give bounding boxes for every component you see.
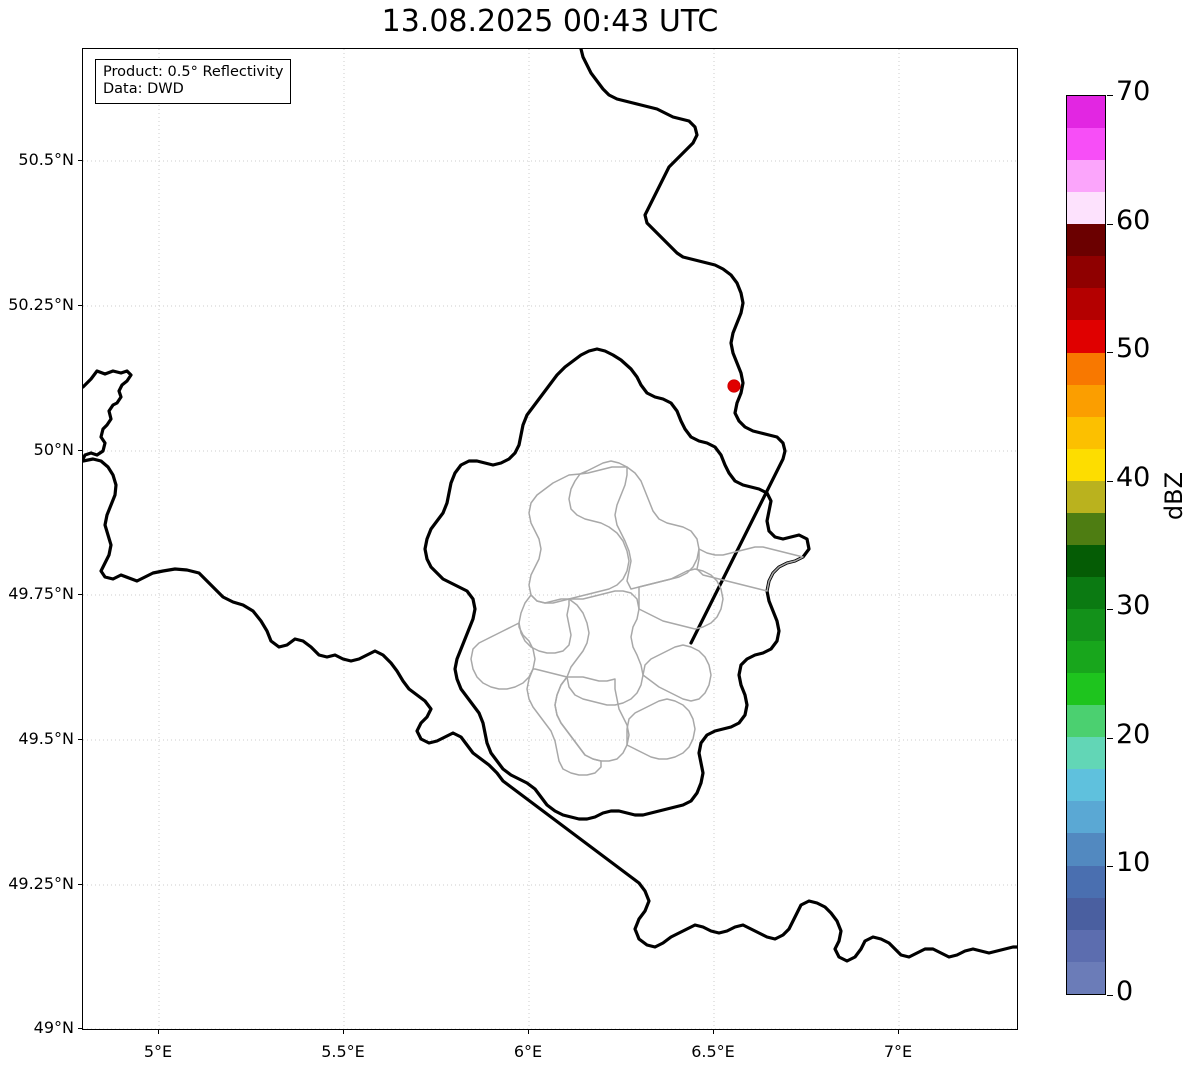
x-tick-mark	[528, 1030, 530, 1034]
colorbar-segment	[1067, 897, 1105, 930]
colorbar-segment	[1067, 544, 1105, 577]
colorbar-segment	[1067, 416, 1105, 449]
gridlines	[83, 49, 1017, 1029]
colorbar-segment	[1067, 929, 1105, 962]
map-plot-area[interactable]: Product: 0.5° Reflectivity Data: DWD	[82, 48, 1018, 1030]
colorbar-segment	[1067, 320, 1105, 353]
colorbar-segment	[1067, 576, 1105, 609]
colorbar-segment	[1067, 961, 1105, 994]
colorbar-label: 20	[1116, 719, 1151, 750]
map-vector-layer	[83, 49, 1017, 1029]
border-belgium-france	[83, 369, 133, 461]
colorbar-label: 60	[1116, 205, 1151, 236]
colorbar[interactable]	[1066, 95, 1106, 995]
colorbar-label: 40	[1116, 462, 1151, 493]
y-tick-mark	[78, 1028, 82, 1030]
y-tick-label: 49.75°N	[8, 584, 74, 603]
colorbar-segment	[1067, 673, 1105, 706]
colorbar-segment	[1067, 609, 1105, 642]
x-tick-mark	[158, 1030, 160, 1034]
colorbar-segment	[1067, 737, 1105, 770]
colorbar-label: 0	[1116, 976, 1134, 1007]
colorbar-segment	[1067, 96, 1105, 129]
colorbar-label: 10	[1116, 847, 1151, 878]
x-tick-label: 5°E	[143, 1042, 173, 1061]
colorbar-segment	[1067, 705, 1105, 738]
colorbar-segment	[1067, 448, 1105, 481]
colorbar-segment	[1067, 192, 1105, 225]
subdivision-borders	[470, 460, 804, 776]
colorbar-axis-title: dBZ	[1160, 471, 1188, 521]
colorbar-tick-mark	[1107, 866, 1113, 868]
colorbar-segment	[1067, 256, 1105, 289]
colorbar-segment	[1067, 769, 1105, 802]
figure-title: 13.08.2025 00:43 UTC	[381, 4, 719, 39]
colorbar-segment	[1067, 128, 1105, 161]
y-tick-label: 50.25°N	[8, 295, 74, 314]
colorbar-segment	[1067, 865, 1105, 898]
x-tick-mark	[343, 1030, 345, 1034]
y-tick-mark	[78, 739, 82, 741]
colorbar-segment	[1067, 384, 1105, 417]
border-germany-north	[579, 49, 787, 645]
colorbar-tick-mark	[1107, 352, 1113, 354]
colorbar-tick-mark	[1107, 481, 1113, 483]
colorbar-segment	[1067, 512, 1105, 545]
border-west-lower	[83, 457, 1017, 963]
radar-station-marker	[727, 379, 741, 393]
y-tick-label: 49°N	[33, 1018, 74, 1037]
y-tick-mark	[78, 160, 82, 162]
colorbar-label: 50	[1116, 333, 1151, 364]
national-borders	[83, 49, 1017, 963]
x-tick-mark	[713, 1030, 715, 1034]
y-tick-mark	[78, 884, 82, 886]
colorbar-tick-mark	[1107, 995, 1113, 997]
y-tick-label: 50°N	[33, 440, 74, 459]
x-tick-mark	[898, 1030, 900, 1034]
colorbar-label: 30	[1116, 590, 1151, 621]
colorbar-tick-mark	[1107, 95, 1113, 97]
colorbar-segment	[1067, 480, 1105, 513]
x-tick-label: 6°E	[513, 1042, 543, 1061]
colorbar-label: 70	[1116, 76, 1151, 107]
x-tick-label: 6.5°E	[691, 1042, 735, 1061]
colorbar-segment	[1067, 801, 1105, 834]
y-tick-label: 50.5°N	[18, 150, 74, 169]
colorbar-segment	[1067, 641, 1105, 674]
colorbar-segment	[1067, 224, 1105, 257]
y-tick-label: 49.5°N	[18, 729, 74, 748]
product-info-box: Product: 0.5° Reflectivity Data: DWD	[95, 59, 292, 105]
x-tick-label: 5.5°E	[321, 1042, 365, 1061]
y-tick-label: 49.25°N	[8, 874, 74, 893]
border-luxembourg	[423, 347, 811, 821]
data-source-line: Data: DWD	[103, 81, 184, 98]
colorbar-segment	[1067, 352, 1105, 385]
y-tick-mark	[78, 305, 82, 307]
colorbar-segment	[1067, 833, 1105, 866]
x-tick-label: 7°E	[883, 1042, 913, 1061]
colorbar-segment	[1067, 160, 1105, 193]
colorbar-tick-mark	[1107, 224, 1113, 226]
y-tick-mark	[78, 594, 82, 596]
colorbar-tick-mark	[1107, 609, 1113, 611]
product-line: Product: 0.5° Reflectivity	[103, 64, 284, 80]
y-tick-mark	[78, 450, 82, 452]
colorbar-segment	[1067, 288, 1105, 321]
colorbar-tick-mark	[1107, 738, 1113, 740]
